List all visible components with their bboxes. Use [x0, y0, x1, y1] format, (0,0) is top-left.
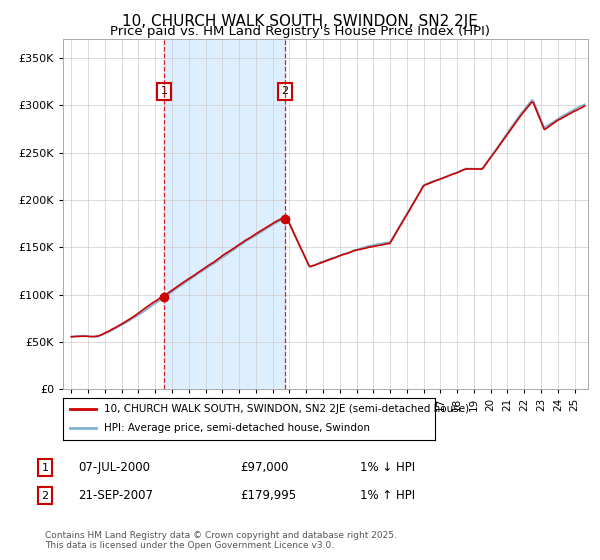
Text: 1% ↑ HPI: 1% ↑ HPI — [360, 489, 415, 502]
Text: 2: 2 — [41, 491, 49, 501]
Text: £179,995: £179,995 — [240, 489, 296, 502]
Text: 1% ↓ HPI: 1% ↓ HPI — [360, 461, 415, 474]
Text: 1: 1 — [41, 463, 49, 473]
Text: 1: 1 — [160, 86, 167, 96]
Text: £97,000: £97,000 — [240, 461, 289, 474]
Text: 2: 2 — [281, 86, 289, 96]
Text: 21-SEP-2007: 21-SEP-2007 — [78, 489, 153, 502]
Text: Contains HM Land Registry data © Crown copyright and database right 2025.
This d: Contains HM Land Registry data © Crown c… — [45, 531, 397, 550]
Bar — [164, 39, 285, 389]
Text: 10, CHURCH WALK SOUTH, SWINDON, SN2 2JE (semi-detached house): 10, CHURCH WALK SOUTH, SWINDON, SN2 2JE … — [104, 404, 469, 414]
Text: 07-JUL-2000: 07-JUL-2000 — [78, 461, 150, 474]
Text: HPI: Average price, semi-detached house, Swindon: HPI: Average price, semi-detached house,… — [104, 423, 370, 433]
Text: Price paid vs. HM Land Registry's House Price Index (HPI): Price paid vs. HM Land Registry's House … — [110, 25, 490, 38]
Text: 10, CHURCH WALK SOUTH, SWINDON, SN2 2JE: 10, CHURCH WALK SOUTH, SWINDON, SN2 2JE — [122, 14, 478, 29]
